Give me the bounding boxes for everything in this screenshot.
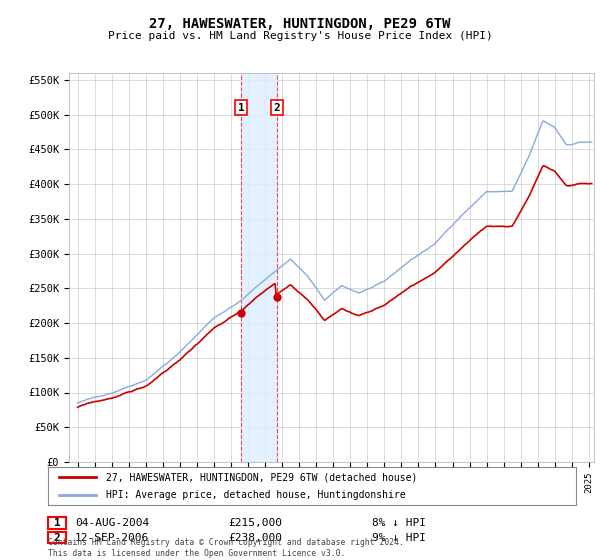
Text: Price paid vs. HM Land Registry's House Price Index (HPI): Price paid vs. HM Land Registry's House … [107,31,493,41]
Text: 12-SEP-2006: 12-SEP-2006 [75,533,149,543]
Text: 27, HAWESWATER, HUNTINGDON, PE29 6TW: 27, HAWESWATER, HUNTINGDON, PE29 6TW [149,16,451,30]
Bar [241,73,277,462]
Text: 2: 2 [274,102,280,113]
Text: HPI: Average price, detached house, Huntingdonshire: HPI: Average price, detached house, Hunt… [106,490,406,500]
Text: 8% ↓ HPI: 8% ↓ HPI [372,518,426,528]
Text: 1: 1 [238,102,245,113]
Text: 1: 1 [53,518,61,528]
Text: Contains HM Land Registry data © Crown copyright and database right 2024.
This d: Contains HM Land Registry data © Crown c… [48,538,404,558]
Text: £238,000: £238,000 [228,533,282,543]
Text: 27, HAWESWATER, HUNTINGDON, PE29 6TW (detached house): 27, HAWESWATER, HUNTINGDON, PE29 6TW (de… [106,472,418,482]
Text: 04-AUG-2004: 04-AUG-2004 [75,518,149,528]
Text: 2: 2 [53,533,61,543]
Text: £215,000: £215,000 [228,518,282,528]
Text: 9% ↓ HPI: 9% ↓ HPI [372,533,426,543]
